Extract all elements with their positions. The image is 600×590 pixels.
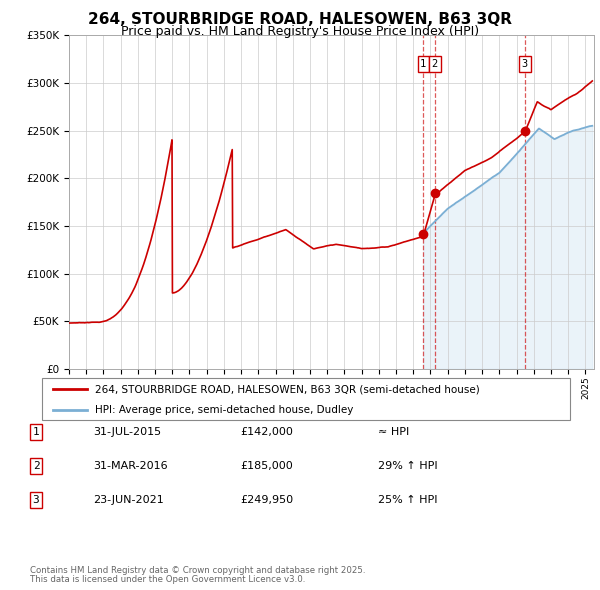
Text: 2: 2 — [431, 59, 438, 69]
Text: 3: 3 — [521, 59, 528, 69]
Text: HPI: Average price, semi-detached house, Dudley: HPI: Average price, semi-detached house,… — [95, 405, 353, 415]
Text: 25% ↑ HPI: 25% ↑ HPI — [378, 496, 437, 505]
Text: 1: 1 — [32, 427, 40, 437]
Text: 1: 1 — [420, 59, 427, 69]
Text: ≈ HPI: ≈ HPI — [378, 427, 409, 437]
FancyBboxPatch shape — [42, 378, 570, 420]
Text: This data is licensed under the Open Government Licence v3.0.: This data is licensed under the Open Gov… — [30, 575, 305, 584]
Text: 31-MAR-2016: 31-MAR-2016 — [93, 461, 167, 471]
Text: 29% ↑ HPI: 29% ↑ HPI — [378, 461, 437, 471]
Text: 23-JUN-2021: 23-JUN-2021 — [93, 496, 164, 505]
Text: 31-JUL-2015: 31-JUL-2015 — [93, 427, 161, 437]
Text: £142,000: £142,000 — [240, 427, 293, 437]
Text: 264, STOURBRIDGE ROAD, HALESOWEN, B63 3QR: 264, STOURBRIDGE ROAD, HALESOWEN, B63 3Q… — [88, 12, 512, 27]
Text: £249,950: £249,950 — [240, 496, 293, 505]
Text: 264, STOURBRIDGE ROAD, HALESOWEN, B63 3QR (semi-detached house): 264, STOURBRIDGE ROAD, HALESOWEN, B63 3Q… — [95, 385, 479, 395]
Text: 3: 3 — [32, 496, 40, 505]
Text: Price paid vs. HM Land Registry's House Price Index (HPI): Price paid vs. HM Land Registry's House … — [121, 25, 479, 38]
Text: Contains HM Land Registry data © Crown copyright and database right 2025.: Contains HM Land Registry data © Crown c… — [30, 566, 365, 575]
Text: £185,000: £185,000 — [240, 461, 293, 471]
Text: 2: 2 — [32, 461, 40, 471]
